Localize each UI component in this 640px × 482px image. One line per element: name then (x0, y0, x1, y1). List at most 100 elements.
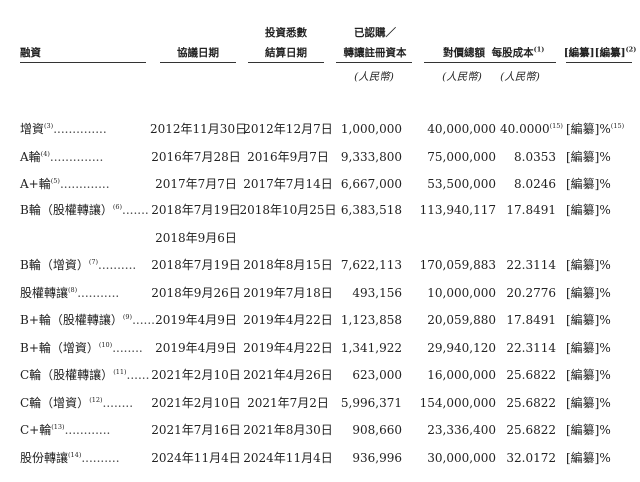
header-rule (20, 62, 146, 63)
row-redacted: [編纂]% (566, 313, 611, 327)
row-agreement-date: 2024年11月4日 (151, 451, 241, 465)
header-capital-line1: 已認購／ (354, 27, 396, 39)
row-consideration: 170,059,883 (419, 258, 496, 272)
row-financing-name: C輪（增資）(12)........ (20, 396, 134, 410)
row-redacted: [編纂]% (566, 423, 611, 437)
row-financing-name: A+輪(5)............. (20, 177, 110, 191)
row-agreement-date: 2019年4月9日 (155, 341, 237, 355)
row-settlement-date: 2021年7月2日 (247, 396, 329, 410)
row-financing-name: 股份轉讓(14).......... (20, 451, 120, 465)
row-redacted: [編纂]% (566, 396, 611, 410)
row-settlement-date: 2019年7月18日 (243, 286, 333, 300)
row-agreement-date: 2021年2月10日 (151, 368, 241, 382)
row-capital: 623,000 (352, 368, 402, 382)
row-financing-name: B+輪（股權轉讓）(9)...... (20, 313, 155, 327)
row-cost-per-share: 25.6822 (506, 368, 556, 382)
row-cost-per-share: 22.3114 (506, 258, 556, 272)
row-cost-per-share: 17.8491 (506, 313, 556, 327)
row-cost-per-share: 8.0353 (514, 150, 556, 164)
header-rule (484, 62, 556, 63)
row-consideration: 30,000,000 (427, 451, 496, 465)
row-settlement-date: 2012年12月7日 (243, 122, 333, 136)
header-redacted: [編纂][編纂](2) (563, 45, 637, 59)
header-settlement-line1: 投資悉數 (265, 27, 307, 39)
header-consideration: 對價總額 (443, 47, 485, 59)
header-rule (424, 62, 500, 63)
row-cost-per-share: 17.8491 (506, 203, 556, 217)
row-cost-per-share: 32.0172 (506, 451, 556, 465)
row-cost-per-share: 40.0000(15) (500, 122, 563, 136)
unit-capital: (人民幣) (354, 71, 394, 83)
row-agreement-date: 2019年4月9日 (155, 313, 237, 327)
row-redacted: [編纂]% (566, 341, 611, 355)
row-cost-per-share: 8.0246 (514, 177, 556, 191)
header-rule (566, 62, 632, 63)
row-agreement-date: 2018年9月26日 (151, 286, 241, 300)
row-cost-per-share: 20.2776 (506, 286, 556, 300)
row-redacted: [編纂]% (566, 286, 611, 300)
row-capital: 908,660 (352, 423, 402, 437)
row-settlement-date: 2019年4月22日 (243, 313, 333, 327)
header-rule (248, 62, 324, 63)
row-financing-name: 股權轉讓(8)........... (20, 286, 120, 300)
row-capital: 6,667,000 (340, 177, 402, 191)
header-settlement-line2: 結算日期 (265, 47, 307, 59)
header-cost-per-share: 每股成本(1) (491, 45, 545, 59)
row-consideration: 23,336,400 (427, 423, 496, 437)
row-redacted: [編纂]% (566, 203, 611, 217)
unit-consideration: (人民幣) (442, 71, 482, 83)
row-consideration: 16,000,000 (427, 368, 496, 382)
row-consideration: 10,000,000 (427, 286, 496, 300)
row-redacted: [編纂]% (566, 451, 611, 465)
row-settlement-date: 2021年8月30日 (243, 423, 333, 437)
row-financing-name: B+輪（增資）(10)........ (20, 341, 143, 355)
row-redacted: [編纂]%(15) (566, 122, 625, 136)
row-settlement-date: 2016年9月7日 (247, 150, 329, 164)
row-settlement-date: 2018年10月25日 (239, 203, 337, 217)
row-agreement-date: 2018年7月19日 (151, 203, 241, 217)
row-settlement-date: 2021年4月26日 (243, 368, 333, 382)
row-settlement-date: 2018年8月15日 (243, 258, 333, 272)
row-capital: 9,333,800 (340, 150, 402, 164)
row-capital: 1,000,000 (340, 122, 402, 136)
header-rule (336, 62, 412, 63)
row-consideration: 40,000,000 (427, 122, 496, 136)
row-agreement-date: 2018年9月6日 (155, 231, 237, 245)
row-consideration: 29,940,120 (427, 341, 496, 355)
row-agreement-date: 2018年7月19日 (151, 258, 241, 272)
header-agreement-date: 協議日期 (177, 47, 219, 59)
row-agreement-date: 2016年7月28日 (151, 150, 241, 164)
row-financing-name: A輪(4).............. (20, 150, 104, 164)
row-capital: 6,383,518 (340, 203, 402, 217)
row-consideration: 154,000,000 (419, 396, 496, 410)
row-redacted: [編纂]% (566, 150, 611, 164)
row-capital: 1,341,922 (340, 341, 402, 355)
row-financing-name: 增資(3).............. (20, 122, 107, 136)
row-redacted: [編纂]% (566, 368, 611, 382)
row-cost-per-share: 22.3114 (506, 341, 556, 355)
row-financing-name: C+輪(13)............ (20, 423, 111, 437)
row-cost-per-share: 25.6822 (506, 423, 556, 437)
row-consideration: 53,500,000 (427, 177, 496, 191)
row-agreement-date: 2017年7月7日 (155, 177, 237, 191)
header-capital-line2: 轉讓註冊資本 (343, 47, 407, 59)
row-settlement-date: 2017年7月14日 (243, 177, 333, 191)
unit-cost: (人民幣) (500, 71, 540, 83)
header-rule (160, 62, 236, 63)
row-cost-per-share: 25.6822 (506, 396, 556, 410)
row-financing-name: B輪（增資）(7).......... (20, 258, 137, 272)
row-agreement-date: 2012年11月30日 (150, 122, 248, 136)
row-settlement-date: 2024年11月4日 (243, 451, 333, 465)
row-agreement-date: 2021年2月10日 (151, 396, 241, 410)
row-agreement-date: 2021年7月16日 (151, 423, 241, 437)
row-capital: 7,622,113 (340, 258, 402, 272)
row-financing-name: B輪（股權轉讓）(6)....... (20, 203, 149, 217)
row-capital: 493,156 (352, 286, 402, 300)
row-capital: 1,123,858 (340, 313, 402, 327)
row-consideration: 75,000,000 (427, 150, 496, 164)
row-capital: 936,996 (352, 451, 402, 465)
row-capital: 5,996,371 (340, 396, 402, 410)
row-settlement-date: 2019年4月22日 (243, 341, 333, 355)
row-redacted: [編纂]% (566, 177, 611, 191)
row-redacted: [編纂]% (566, 258, 611, 272)
